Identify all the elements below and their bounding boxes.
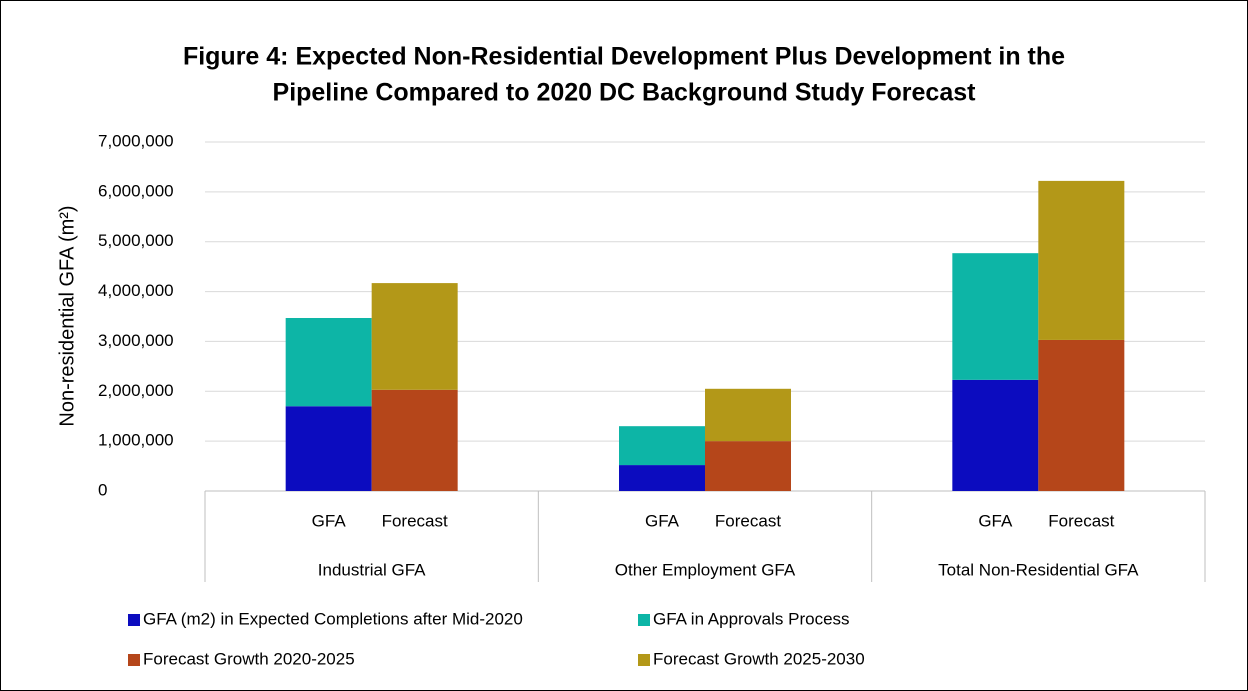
x-tick-label: GFA: [978, 511, 1013, 530]
legend-label: GFA in Approvals Process: [653, 609, 850, 628]
group-label: Other Employment GFA: [615, 560, 796, 579]
x-tick-label: GFA: [312, 511, 347, 530]
legend-label: Forecast Growth 2025-2030: [653, 649, 865, 668]
legend-swatch: [128, 614, 140, 626]
bar-segment: [619, 465, 705, 491]
bar-segment: [285, 406, 372, 491]
y-tick-label: 4,000,000: [98, 281, 174, 300]
x-tick-label: Forecast: [715, 511, 781, 530]
legend-swatch: [638, 654, 650, 666]
legend-swatch: [128, 654, 140, 666]
legend-label: GFA (m2) in Expected Completions after M…: [143, 609, 523, 628]
group-label: Industrial GFA: [318, 560, 426, 579]
y-tick-label: 7,000,000: [98, 131, 174, 150]
chart-title: Pipeline Compared to 2020 DC Background …: [273, 79, 977, 107]
bar-segment: [705, 388, 791, 442]
x-tick-label: Forecast: [382, 511, 448, 530]
chart-title: Figure 4: Expected Non-Residential Devel…: [183, 43, 1065, 71]
y-tick-label: 0: [98, 480, 107, 499]
legend-label: Forecast Growth 2020-2025: [143, 649, 355, 668]
legend-swatch: [638, 614, 650, 626]
bar-segment: [371, 283, 458, 390]
x-tick-label: GFA: [645, 511, 680, 530]
y-tick-label: 1,000,000: [98, 431, 174, 450]
y-tick-label: 6,000,000: [98, 181, 174, 200]
bar-segment: [285, 317, 372, 407]
y-axis-label: Non-residential GFA (m²): [56, 205, 78, 426]
y-tick-label: 3,000,000: [98, 331, 174, 350]
x-tick-label: Forecast: [1048, 511, 1114, 530]
bar-segment: [619, 426, 705, 466]
bar-segment: [952, 253, 1039, 380]
y-tick-label: 2,000,000: [98, 381, 174, 400]
group-label: Total Non-Residential GFA: [938, 560, 1139, 579]
bar-segment: [705, 441, 791, 491]
bar-segment: [371, 389, 458, 491]
bar-segment: [952, 379, 1039, 491]
bar-segment: [1038, 180, 1125, 340]
bar-segment: [1038, 339, 1125, 491]
y-tick-label: 5,000,000: [98, 231, 174, 250]
